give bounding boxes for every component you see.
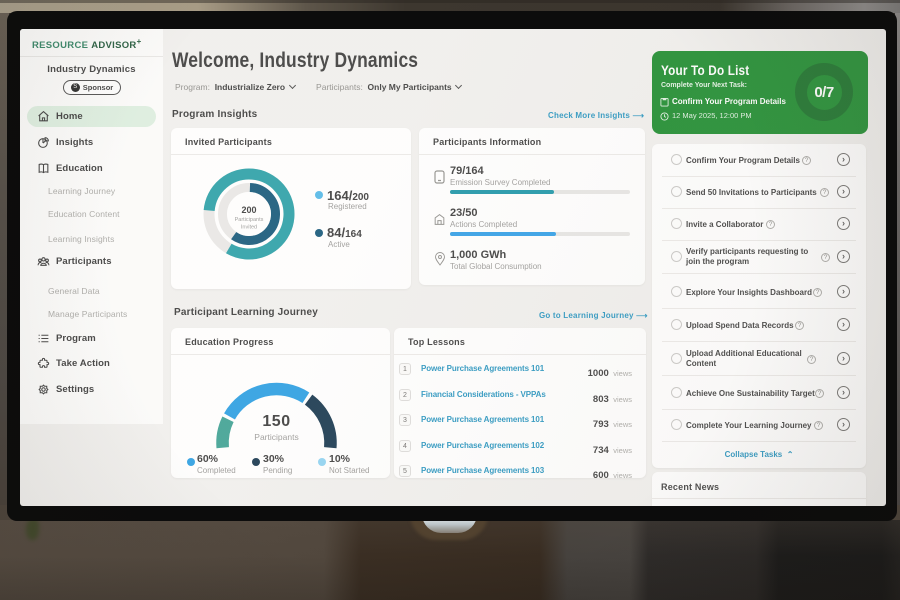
svg-text:Invited: Invited — [241, 225, 257, 231]
svg-text:200: 200 — [241, 205, 256, 215]
svg-text:Participants: Participants — [235, 217, 264, 223]
